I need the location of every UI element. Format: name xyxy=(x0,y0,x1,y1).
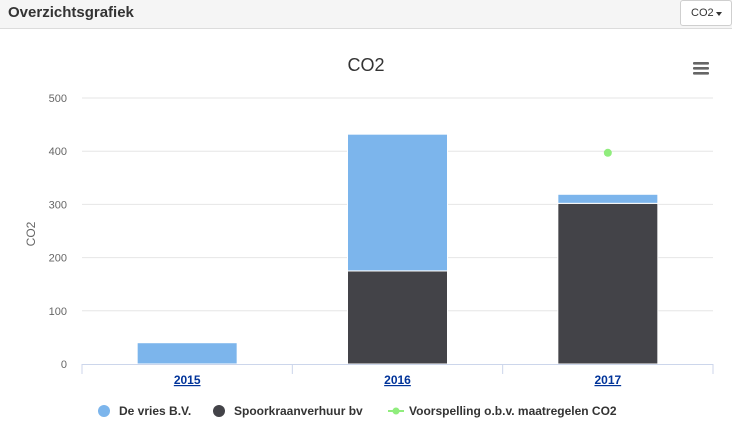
y-tick-label: 500 xyxy=(49,93,67,105)
bar-segment[interactable] xyxy=(136,342,238,365)
x-category-label[interactable]: 2017 xyxy=(594,373,621,387)
bar-segment[interactable] xyxy=(557,193,659,204)
metric-select[interactable]: CO2 xyxy=(680,0,732,26)
y-tick-label: 200 xyxy=(49,253,67,265)
forecast-point[interactable] xyxy=(603,148,612,157)
bar-segment[interactable] xyxy=(347,270,448,365)
bar-segment[interactable] xyxy=(347,133,448,272)
legend-item[interactable]: Spoorkraanverhuur bv xyxy=(213,404,363,418)
legend-label: Spoorkraanverhuur bv xyxy=(234,404,363,418)
metric-select-value: CO2 xyxy=(691,7,714,19)
chart-svg: CO2 CO2 0 100 200 300 400 500 2015 2016 2017 De … xyxy=(24,55,714,418)
x-category-label[interactable]: 2016 xyxy=(384,373,411,387)
panel-title: Overzichtsgrafiek xyxy=(8,4,134,21)
legend-label: De vries B.V. xyxy=(119,404,191,418)
y-tick-label: 400 xyxy=(49,146,67,158)
legend-item[interactable]: Voorspelling o.b.v. maatregelen CO2 xyxy=(388,404,617,418)
y-axis-title: CO2 xyxy=(24,221,38,246)
y-tick-label: 0 xyxy=(61,359,67,371)
chart-container: CO2 CO2 0 100 200 300 400 500 2015 2016 2017 De … xyxy=(0,29,732,443)
legend-label: Voorspelling o.b.v. maatregelen CO2 xyxy=(409,404,617,418)
legend-symbol xyxy=(98,405,110,417)
x-category-label[interactable]: 2015 xyxy=(174,373,201,387)
panel-header: Overzichtsgrafiek xyxy=(0,0,732,29)
caret-down-icon xyxy=(716,12,722,16)
bar-segment[interactable] xyxy=(557,202,659,365)
legend-item[interactable]: De vries B.V. xyxy=(98,404,191,418)
chart-title: CO2 xyxy=(347,55,384,75)
hamburger-menu-icon[interactable] xyxy=(690,61,712,79)
y-tick-label: 100 xyxy=(49,306,67,318)
legend-symbol xyxy=(392,407,400,415)
y-tick-label: 300 xyxy=(49,199,67,211)
legend-symbol xyxy=(213,405,225,417)
